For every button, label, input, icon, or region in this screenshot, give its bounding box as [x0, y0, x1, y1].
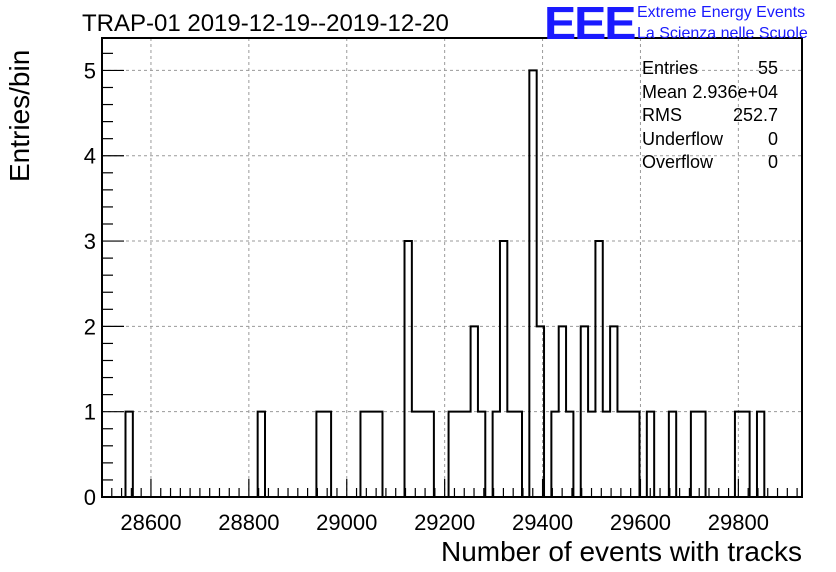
- y-tick-label: 0: [84, 485, 96, 510]
- chart-title: TRAP-01 2019-12-19--2019-12-20: [82, 10, 449, 37]
- y-tick-label: 4: [84, 144, 96, 169]
- x-tick-label: 29400: [512, 510, 573, 535]
- stat-row-entries: Entries 55: [642, 58, 778, 82]
- x-axis-label: Number of events with tracks: [440, 536, 802, 567]
- x-tick-label: 29000: [316, 510, 377, 535]
- x-tick-label: 29200: [414, 510, 475, 535]
- y-tick-label: 3: [84, 229, 96, 254]
- grid-lines: [102, 38, 802, 497]
- eee-logo: EEE: [544, 0, 636, 49]
- y-tick-label: 1: [84, 400, 96, 425]
- y-axis-label: Entries/bin: [4, 49, 35, 182]
- x-tick-label: 28600: [120, 510, 181, 535]
- y-tick-label: 2: [84, 314, 96, 339]
- stat-name: RMS: [642, 105, 682, 125]
- histogram-outline: [124, 69, 766, 498]
- stat-name: Underflow: [642, 128, 724, 149]
- x-tick-label: 29600: [610, 510, 671, 535]
- stat-row-overflow: Overflow 0: [642, 152, 778, 176]
- stat-value: 252.7: [732, 105, 778, 125]
- y-tick-labels: 0 1 2 3 4 5: [84, 58, 96, 510]
- stat-value: 2.936e+04: [692, 81, 778, 102]
- stat-value: 0: [767, 128, 778, 149]
- x-tick-label: 29800: [708, 510, 769, 535]
- stats-box: Entries 55 Mean 2.936e+04 RMS 252.7 Unde…: [642, 58, 778, 176]
- stat-value: 0: [767, 152, 778, 172]
- logo-line-1: Extreme Energy Events: [637, 4, 806, 21]
- stat-name: Entries: [642, 58, 699, 78]
- stat-row-underflow: Underflow 0: [642, 129, 778, 153]
- plot-frame: [101, 37, 803, 498]
- x-tick-label: 28800: [218, 510, 279, 535]
- x-tick-labels: 28600 28800 29000 29200 29400 29600 29800: [120, 510, 769, 535]
- stat-row-rms: RMS 252.7: [642, 105, 778, 129]
- stat-name: Mean: [642, 81, 688, 102]
- logo-line-2: La Scienza nelle Scuole: [637, 25, 808, 42]
- stat-name: Overflow: [642, 152, 714, 172]
- y-tick-label: 5: [84, 58, 96, 83]
- stat-value: 55: [757, 58, 778, 78]
- stat-row-mean: Mean 2.936e+04: [642, 82, 778, 106]
